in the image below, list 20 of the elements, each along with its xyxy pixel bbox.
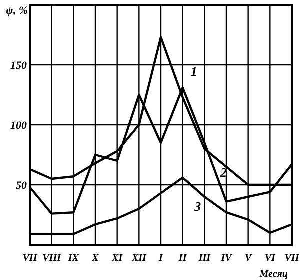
- x-tick-label: XI: [111, 253, 124, 264]
- x-axis-title: Месяц: [258, 269, 288, 280]
- x-tick-label: I: [158, 253, 164, 264]
- series-label: 3: [194, 199, 202, 214]
- y-tick-label: 50: [16, 180, 28, 192]
- y-tick-label: 100: [10, 120, 28, 132]
- x-tick-label: VI: [264, 253, 277, 264]
- x-tick-label: X: [91, 253, 100, 264]
- x-tick-label: IX: [67, 253, 80, 264]
- x-tick-label: IV: [220, 253, 234, 264]
- x-tick-label: V: [244, 253, 253, 264]
- x-tick-label: III: [198, 253, 212, 264]
- x-tick-label: XII: [130, 253, 148, 264]
- y-tick-label: 150: [10, 60, 28, 72]
- x-tick-label: VII: [22, 253, 38, 264]
- series-label: 1: [190, 64, 198, 79]
- x-tick-label: VIII: [42, 253, 62, 264]
- y-axis-title: ψ, %: [6, 5, 28, 17]
- x-tick-label: II: [178, 253, 188, 264]
- x-tick-label: VII: [284, 253, 300, 264]
